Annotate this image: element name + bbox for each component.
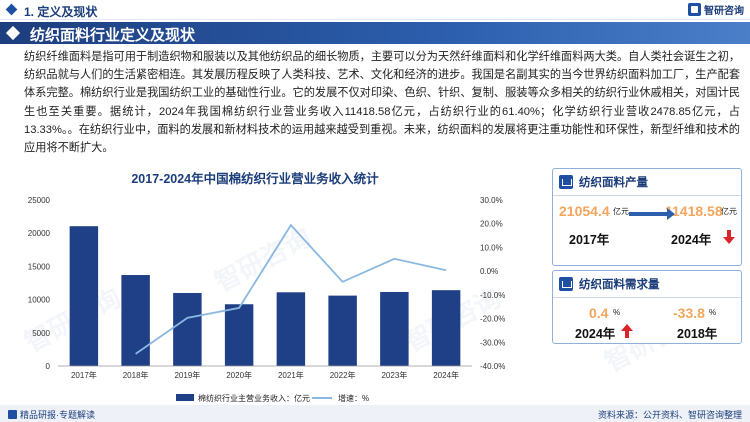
right-tick-label: -10.0% [480, 291, 505, 300]
legend-label-bar: 棉纺织行业主营业务收入：亿元 [198, 394, 310, 403]
x-tick-label: 2018年 [123, 370, 149, 380]
output-left-value: 21054.4 [559, 203, 610, 219]
output-card-title: 纺织面料产量 [579, 177, 648, 189]
bar [276, 292, 306, 366]
left-tick-label: 15000 [28, 262, 51, 271]
footer-left: 精品研报·专题解读 [8, 408, 95, 421]
card-divider [553, 195, 741, 196]
demand-card-header: 纺织面料需求量 [553, 271, 741, 297]
section-icon [5, 3, 18, 16]
bar [69, 226, 99, 366]
output-right-value: 11418.58 [665, 203, 723, 219]
x-tick-label: 2023年 [381, 370, 407, 380]
demand-right-year: 2018年 [677, 327, 718, 341]
x-tick-label: 2021年 [278, 370, 304, 380]
title-diamond-icon [5, 25, 21, 41]
down-arrow-icon [723, 230, 735, 244]
left-tick-label: 25000 [28, 196, 51, 205]
card-divider [553, 297, 741, 298]
factory-icon [559, 175, 573, 189]
arrow-right-icon [629, 208, 675, 220]
left-tick-label: 0 [46, 362, 51, 371]
output-right-year: 2024年 [671, 233, 712, 247]
legend-swatch-line [312, 397, 332, 399]
left-tick-label: 5000 [32, 329, 50, 338]
chart-title: 2017-2024年中国棉纺织行业营业务收入统计 [131, 172, 379, 186]
legend-label-line: 增速：% [338, 394, 370, 403]
output-card: 纺织面料产量 21054.4 亿元 11418.58 亿元 2017年 2024… [552, 168, 742, 266]
bar [224, 304, 254, 366]
brand-logo: 智研咨询 [688, 2, 744, 17]
legend-swatch-bar [176, 394, 194, 401]
page-title: 纺织面料行业定义及现状 [30, 27, 196, 44]
intro-paragraph: 纺织纤维面料是指可用于制造织物和服装以及其他纺织品的细长物质，主要可以分为天然纤… [24, 51, 741, 155]
footer: 精品研报·专题解读 资料来源：公开资料、智研咨询整理 [0, 405, 750, 422]
demand-right-value: -33.8 [673, 305, 705, 321]
bar [328, 295, 357, 366]
logo-icon [688, 3, 701, 16]
right-tick-label: -30.0% [480, 338, 505, 347]
bar [431, 290, 461, 366]
bar [173, 292, 202, 366]
top-bar: 1. 定义及现状 智研咨询 [0, 0, 750, 20]
demand-right-unit: % [709, 308, 717, 317]
right-tick-label: -40.0% [480, 362, 505, 371]
report-icon [8, 410, 17, 419]
growth-line [135, 223, 447, 355]
output-card-header: 纺织面料产量 [553, 169, 741, 195]
x-tick-label: 2022年 [330, 370, 356, 380]
demand-card: 纺织面料需求量 0.4 % -33.8 % 2024年 2018年 [552, 270, 742, 344]
bar [380, 291, 409, 366]
demand-card-title: 纺织面料需求量 [579, 279, 660, 291]
right-tick-label: 10.0% [480, 243, 503, 252]
output-left-year: 2017年 [569, 233, 610, 247]
chart-icon [559, 277, 573, 291]
right-tick-label: 30.0% [480, 196, 503, 205]
bar [121, 275, 150, 366]
x-tick-label: 2024年 [433, 370, 459, 380]
demand-left-year: 2024年 [575, 327, 616, 341]
footer-left-label: 精品研报·专题解读 [20, 410, 95, 420]
footer-source: 资料来源：公开资料、智研咨询整理 [597, 410, 742, 420]
output-left-unit: 亿元 [613, 207, 629, 216]
section-label: 1. 定义及现状 [24, 5, 98, 19]
demand-left-value: 0.4 [589, 305, 609, 321]
left-tick-label: 10000 [28, 296, 51, 305]
revenue-chart: 25000 20000 15000 10000 5000 0 30.0% 20.0% 10.0%… [28, 196, 506, 380]
output-right-unit: 亿元 [721, 207, 737, 216]
x-tick-label: 2019年 [174, 370, 200, 380]
logo-text: 智研咨询 [704, 6, 744, 17]
title-bar: 纺织面料行业定义及现状 [0, 22, 750, 44]
up-arrow-icon [621, 324, 633, 338]
right-tick-label: 0.0% [480, 267, 498, 276]
right-tick-label: 20.0% [480, 220, 503, 229]
demand-left-unit: % [613, 308, 621, 317]
x-tick-label: 2020年 [226, 370, 252, 380]
left-tick-label: 20000 [28, 229, 51, 238]
x-tick-label: 2017年 [71, 370, 97, 380]
right-tick-label: -20.0% [480, 315, 505, 324]
